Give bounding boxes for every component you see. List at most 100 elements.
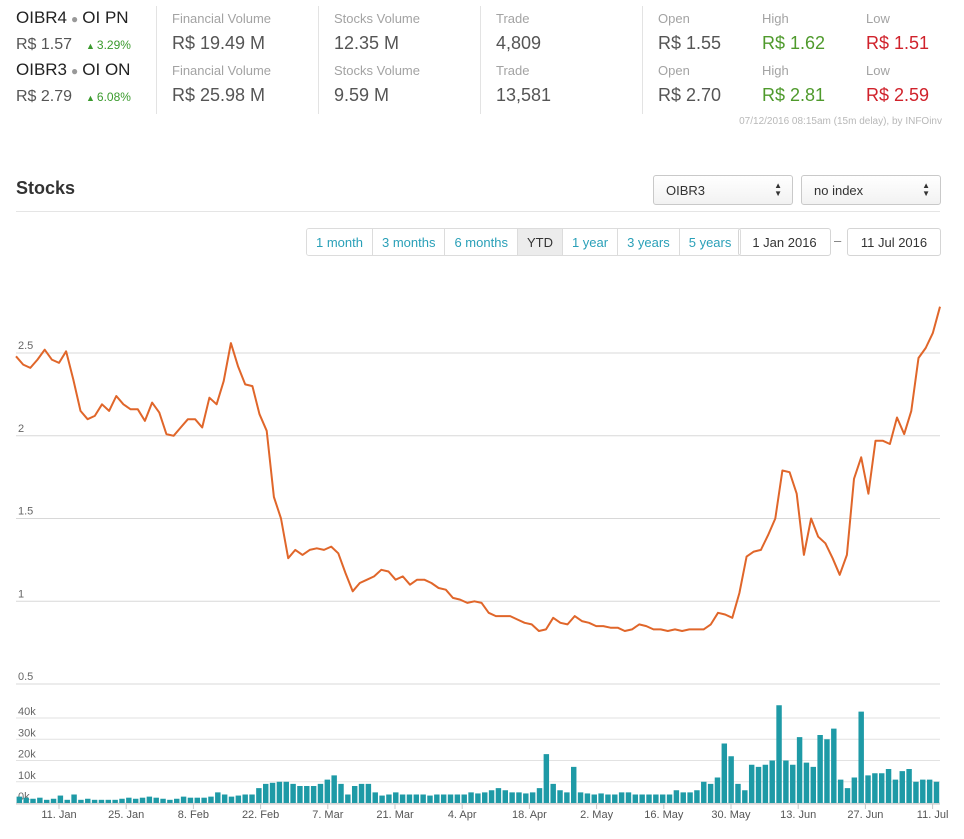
volume-bar: [221, 794, 228, 803]
range-1-year[interactable]: 1 year: [562, 229, 619, 255]
column-divider: [156, 6, 157, 114]
volume-bar: [386, 794, 392, 803]
volume-bar: [523, 793, 529, 803]
volume-bar: [694, 790, 700, 803]
delay-note: 07/12/2016 08:15am (15m delay), by INFOi…: [739, 116, 942, 127]
volume-bar: [16, 796, 23, 803]
price-y-tick-label: 1: [18, 588, 24, 600]
volume-bar: [146, 796, 153, 803]
volume-bar: [502, 790, 508, 803]
volume-bar: [105, 799, 112, 803]
volume-bar: [324, 779, 331, 803]
volume-bar: [735, 783, 741, 803]
x-tick-label: 4. Apr: [448, 809, 477, 821]
x-tick-label: 11. Jan: [41, 809, 76, 821]
volume-bar: [488, 790, 495, 803]
volume-bar: [509, 792, 515, 803]
range-ytd[interactable]: YTD: [517, 229, 563, 255]
volume-bar: [591, 794, 597, 803]
volume-bar: [659, 794, 666, 803]
volume-bar: [379, 795, 385, 803]
date-to-input[interactable]: 11 Jul 2016: [847, 228, 941, 256]
volume-bar: [454, 794, 461, 803]
volume-bar: [790, 764, 796, 803]
volume-bar: [153, 797, 159, 803]
range-3-years[interactable]: 3 years: [618, 229, 680, 255]
range-6-months[interactable]: 6 months: [445, 229, 518, 255]
volume-y-tick-label: 40k: [18, 706, 36, 718]
volume-bar: [57, 795, 64, 803]
low-price: Low R$ 1.51: [866, 11, 930, 53]
volume-bar: [680, 792, 686, 803]
high-price: High R$ 1.62: [762, 11, 826, 53]
volume-bar: [297, 786, 303, 803]
x-tick-label: 27. Jun: [847, 809, 883, 821]
volume-bar: [612, 794, 618, 803]
volume-bar: [837, 779, 844, 803]
financial-volume: Financial Volume R$ 19.49 M: [172, 11, 271, 53]
volume-bar: [194, 797, 200, 803]
volume-bar: [516, 792, 522, 803]
volume-bar: [413, 794, 420, 803]
open-price: Open R$ 2.70: [658, 63, 722, 105]
price-y-tick-label: 2: [18, 423, 24, 435]
volume-bar: [618, 792, 625, 803]
volume-bar: [50, 798, 57, 803]
symbol-select[interactable]: OIBR3 ▲ ▼: [653, 175, 793, 205]
price-y-tick-label: 2.5: [18, 340, 33, 352]
x-tick-label: 16. May: [644, 809, 684, 821]
range-5-years[interactable]: 5 years: [679, 229, 741, 255]
volume-bar: [920, 779, 926, 803]
volume-bar: [30, 798, 36, 803]
range-3-months[interactable]: 3 months: [372, 229, 446, 255]
volume-bar: [126, 797, 132, 803]
section-divider: [16, 211, 940, 212]
volume-bar: [139, 797, 146, 803]
column-divider: [480, 6, 481, 114]
volume-bar: [666, 794, 673, 803]
stock-chart[interactable]: 2.5 2 1.5 1 0.5 40k 30k 20k 10k 0k 11. Jan 25. Jan 8…: [0, 270, 964, 839]
date-from-input[interactable]: 1 Jan 2016: [738, 228, 831, 256]
quote-symbol[interactable]: OIBR3 ● OI ON: [16, 60, 131, 79]
volume-bar: [91, 799, 98, 803]
volume-bar: [769, 760, 775, 803]
index-select-value: no index: [814, 183, 864, 198]
volume-bar: [913, 781, 919, 803]
volume-bar: [98, 799, 105, 803]
volume-bar: [495, 788, 502, 803]
quote-symbol[interactable]: OIBR4 ● OI PN: [16, 8, 129, 27]
column-divider: [318, 6, 319, 114]
range-1-month[interactable]: 1 month: [307, 229, 373, 255]
x-tick-label: 21. Mar: [376, 809, 414, 821]
volume-bar: [926, 779, 933, 803]
volume-bar: [865, 775, 871, 803]
volume-bar: [543, 754, 550, 803]
volume-bar: [256, 788, 262, 803]
x-tick-label: 30. May: [711, 809, 751, 821]
volume-bar: [632, 794, 639, 803]
volume-bar: [653, 794, 659, 803]
volume-y-tick-label: 10k: [18, 770, 36, 782]
quotes-panel: OIBR4 ● OI PN R$ 1.57 ▲ 3.29% Financial Vol…: [0, 0, 964, 135]
volume-bar: [393, 792, 399, 803]
volume-bar: [783, 760, 789, 803]
volume-bar: [872, 773, 878, 803]
volume-bar: [406, 794, 413, 803]
quote-row-oibr4: OIBR4 ● OI PN R$ 1.57 ▲ 3.29% Financial Vol…: [0, 6, 964, 58]
volume-bar: [892, 779, 899, 803]
volume-bar: [304, 786, 310, 803]
x-tick-label: 2. May: [580, 809, 614, 821]
financial-volume: Financial Volume R$ 25.98 M: [172, 63, 271, 105]
volume-bar: [803, 762, 810, 803]
volume-bar: [290, 783, 296, 803]
symbol-select-value: OIBR3: [666, 183, 706, 198]
volume-bar: [625, 792, 632, 803]
column-divider: [642, 6, 643, 114]
volume-bar: [639, 794, 645, 803]
volume-bar: [427, 795, 433, 803]
low-price: Low R$ 2.59: [866, 63, 930, 105]
volume-bar: [23, 797, 29, 803]
trade-count: Trade 4,809: [496, 11, 542, 53]
index-select[interactable]: no index ▲ ▼: [801, 175, 941, 205]
trade-count: Trade 13,581: [496, 63, 552, 105]
